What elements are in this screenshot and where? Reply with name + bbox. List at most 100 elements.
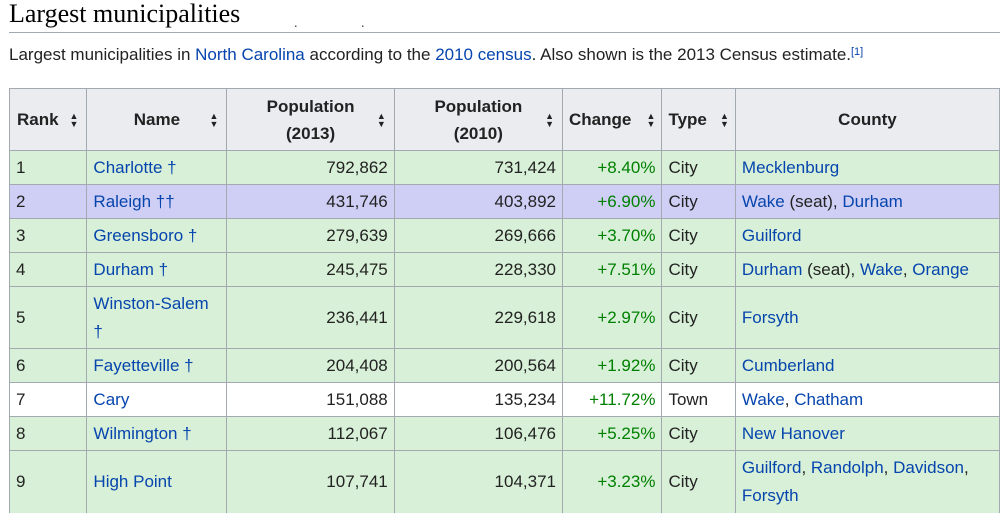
municipality-link[interactable]: Winston-Salem † [93,293,209,341]
change-cell: +3.70% [561,218,663,253]
header-name-label: Name [133,110,181,129]
header-change[interactable]: Change ▲ ▼ [561,88,663,151]
name-cell: Cary [86,382,228,417]
sort-arrows-icon[interactable]: ▲ ▼ [646,110,656,129]
header-pop2010-line1: Population [434,96,523,116]
section-title: Largest municipalities [9,0,241,28]
county-link[interactable]: Forsyth [741,307,799,327]
name-cell: Fayetteville † [86,348,228,383]
county-cell: Durham (seat), Wake, Orange [734,252,1000,287]
municipality-link[interactable]: Cary [93,389,130,409]
pop2013-cell: 236,441 [226,286,395,349]
type-cell: City [661,450,736,513]
heading-marks: . . [294,16,395,31]
pop2013-cell: 279,639 [226,218,395,253]
footnote-link[interactable]: [1] [851,46,864,58]
header-county: County [734,88,1000,151]
change-cell: +8.40% [561,150,663,185]
name-cell: Raleigh †† [86,184,228,219]
name-cell: Durham † [86,252,228,287]
county-separator: (seat), [802,259,860,279]
municipality-link[interactable]: Wilmington † [93,423,192,443]
county-cell: Cumberland [734,348,1000,383]
rank-cell: 1 [8,150,88,185]
county-link[interactable]: Randolph [810,457,884,477]
county-link[interactable]: Chatham [794,389,864,409]
table-row: 3 Greensboro † 279,639 269,666 +3.70% City Gui… [8,218,1000,253]
sort-arrows-icon[interactable]: ▲ ▼ [376,110,386,129]
header-rank[interactable]: Rank ▲ ▼ [8,88,88,151]
county-link[interactable]: Davidson [893,457,964,477]
header-pop2013[interactable]: Population (2013) ▲ ▼ [226,88,395,151]
name-cell: Wilmington † [86,416,228,451]
county-link[interactable]: Wake [741,389,785,409]
pop2010-cell: 106,476 [393,416,563,451]
intro-paragraph: Largest municipalities in North Carolina… [9,42,999,68]
sort-arrows-icon[interactable]: ▲ ▼ [209,110,219,129]
table-row: 7 Cary 151,088 135,234 +11.72% Town Wake, Chat… [8,382,1000,417]
municipality-link[interactable]: Durham † [93,259,169,279]
rank-cell: 7 [8,382,88,417]
change-cell: +2.97% [561,286,663,349]
header-change-label: Change [568,110,632,129]
county-link[interactable]: Guilford [741,457,802,477]
table-row: 4 Durham † 245,475 228,330 +7.51% City Durham … [8,252,1000,287]
pop2013-cell: 431,746 [226,184,395,219]
header-rank-label: Rank [17,110,59,129]
county-separator: , [883,457,894,477]
county-link[interactable]: Orange [912,259,969,279]
county-link[interactable]: Cumberland [741,355,835,375]
rank-cell: 4 [8,252,88,287]
footnote-ref: [1] [851,46,863,58]
county-link[interactable]: Guilford [741,225,802,245]
county-link[interactable]: Durham [842,191,903,211]
header-pop2010[interactable]: Population (2010) ▲ ▼ [393,88,563,151]
type-cell: City [661,218,736,253]
section-heading: Largest municipalities . . [9,0,1000,33]
change-cell: +11.72% [561,382,663,417]
pop2010-cell: 731,424 [393,150,563,185]
county-cell: Mecklenburg [734,150,1000,185]
municipality-link[interactable]: Greensboro † [93,225,198,245]
intro-prefix: Largest municipalities in [9,45,196,64]
county-link[interactable]: Wake [860,259,903,279]
name-cell: Winston-Salem † [86,286,228,349]
pop2010-cell: 200,564 [393,348,563,383]
census-2010-link[interactable]: 2010 census [435,45,532,64]
pop2013-cell: 204,408 [226,348,395,383]
type-cell: City [661,286,736,349]
pop2010-cell: 269,666 [393,218,563,253]
type-cell: Town [661,382,736,417]
sort-arrows-icon[interactable]: ▲ ▼ [69,110,79,129]
county-separator: , [964,457,969,477]
county-link[interactable]: Mecklenburg [741,157,840,177]
municipality-link[interactable]: Raleigh †† [93,191,175,211]
header-row: Rank ▲ ▼ Name ▲ ▼ Population (2013) ▲ ▼ Popu… [8,88,1000,151]
pop2010-cell: 135,234 [393,382,563,417]
pop2010-cell: 228,330 [393,252,563,287]
pop2013-cell: 245,475 [226,252,395,287]
county-link[interactable]: Wake [741,191,785,211]
sort-arrows-icon[interactable]: ▲ ▼ [719,110,729,129]
pop2013-cell: 107,741 [226,450,395,513]
header-name[interactable]: Name ▲ ▼ [86,88,228,151]
rank-cell: 3 [8,218,88,253]
municipality-link[interactable]: High Point [93,471,172,491]
sort-arrows-icon[interactable]: ▲ ▼ [545,110,554,129]
rank-cell: 2 [8,184,88,219]
municipality-link[interactable]: Fayetteville † [93,355,194,375]
table-row: 1 Charlotte † 792,862 731,424 +8.40% City Meck… [8,150,1000,185]
county-separator: (seat), [784,191,843,211]
pop2010-cell: 229,618 [393,286,563,349]
county-link[interactable]: Forsyth [741,485,799,505]
municipality-link[interactable]: Charlotte † [93,157,177,177]
header-county-label: County [838,110,897,129]
county-link[interactable]: Durham [741,259,803,279]
rank-cell: 5 [8,286,88,349]
north-carolina-link[interactable]: North Carolina [195,45,305,64]
header-pop2010-line2: (2010) [453,123,503,143]
header-type[interactable]: Type ▲ ▼ [661,88,736,151]
county-cell: Wake (seat), Durham [734,184,1000,219]
type-cell: City [661,348,736,383]
county-link[interactable]: New Hanover [741,423,845,443]
